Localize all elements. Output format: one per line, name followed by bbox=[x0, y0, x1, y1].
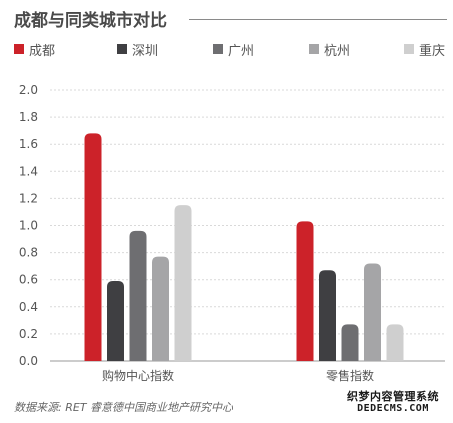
source-note: 数据来源: RET 睿意德中国商业地产研究中心 bbox=[14, 401, 234, 414]
bar bbox=[364, 263, 381, 361]
y-tick-label: 0.0 bbox=[19, 354, 38, 368]
chart-legend: 成都 深圳 广州 杭州 重庆 bbox=[14, 40, 446, 59]
y-tick-label: 0.2 bbox=[19, 327, 38, 341]
legend-swatch-chongqing bbox=[404, 44, 414, 54]
legend-item-guangzhou: 广州 bbox=[213, 40, 255, 59]
y-tick-label: 0.6 bbox=[19, 273, 38, 287]
bar bbox=[341, 324, 359, 361]
y-tick-label: 1.4 bbox=[19, 164, 38, 178]
legend-item-hangzhou: 杭州 bbox=[309, 40, 351, 59]
y-tick-label: 1.8 bbox=[19, 110, 38, 124]
title-divider bbox=[189, 19, 447, 20]
bar bbox=[319, 270, 336, 361]
bar bbox=[386, 324, 404, 361]
legend-label-hangzhou: 杭州 bbox=[324, 43, 351, 59]
legend-swatch-hangzhou bbox=[309, 44, 319, 54]
bar bbox=[174, 205, 192, 361]
watermark-logo: 织梦内容管理系统 DEDECMS.COM bbox=[339, 390, 447, 415]
legend-item-shenzhen: 深圳 bbox=[117, 40, 159, 59]
y-tick-label: 1.6 bbox=[19, 137, 38, 151]
bar bbox=[107, 281, 124, 361]
y-tick-label: 0.8 bbox=[19, 246, 38, 260]
legend-label-shenzhen: 深圳 bbox=[132, 43, 159, 59]
y-tick-label: 0.4 bbox=[19, 300, 38, 314]
y-tick-label: 1.2 bbox=[19, 191, 38, 205]
bar bbox=[129, 230, 147, 361]
bar bbox=[84, 133, 102, 361]
watermark-text-en: DEDECMS.COM bbox=[357, 403, 429, 415]
legend-swatch-shenzhen bbox=[117, 44, 127, 54]
legend-swatch-chengdu bbox=[14, 44, 24, 54]
legend-swatch-guangzhou bbox=[213, 44, 223, 54]
y-tick-label: 2.0 bbox=[19, 83, 38, 97]
watermark-text-cn: 织梦内容管理系统 bbox=[347, 390, 439, 403]
x-category-label: 购物中心指数 bbox=[102, 368, 174, 383]
legend-item-chengdu: 成都 bbox=[14, 40, 56, 59]
legend-item-chongqing: 重庆 bbox=[404, 40, 446, 59]
chart-title: 成都与同类城市对比 bbox=[14, 11, 167, 31]
legend-label-chongqing: 重庆 bbox=[419, 43, 446, 59]
bar bbox=[296, 221, 314, 361]
x-category-label: 零售指数 bbox=[326, 368, 374, 383]
y-tick-label: 1.0 bbox=[19, 219, 38, 233]
legend-label-chengdu: 成都 bbox=[29, 43, 56, 59]
legend-label-guangzhou: 广州 bbox=[228, 43, 255, 59]
bar bbox=[152, 256, 169, 361]
